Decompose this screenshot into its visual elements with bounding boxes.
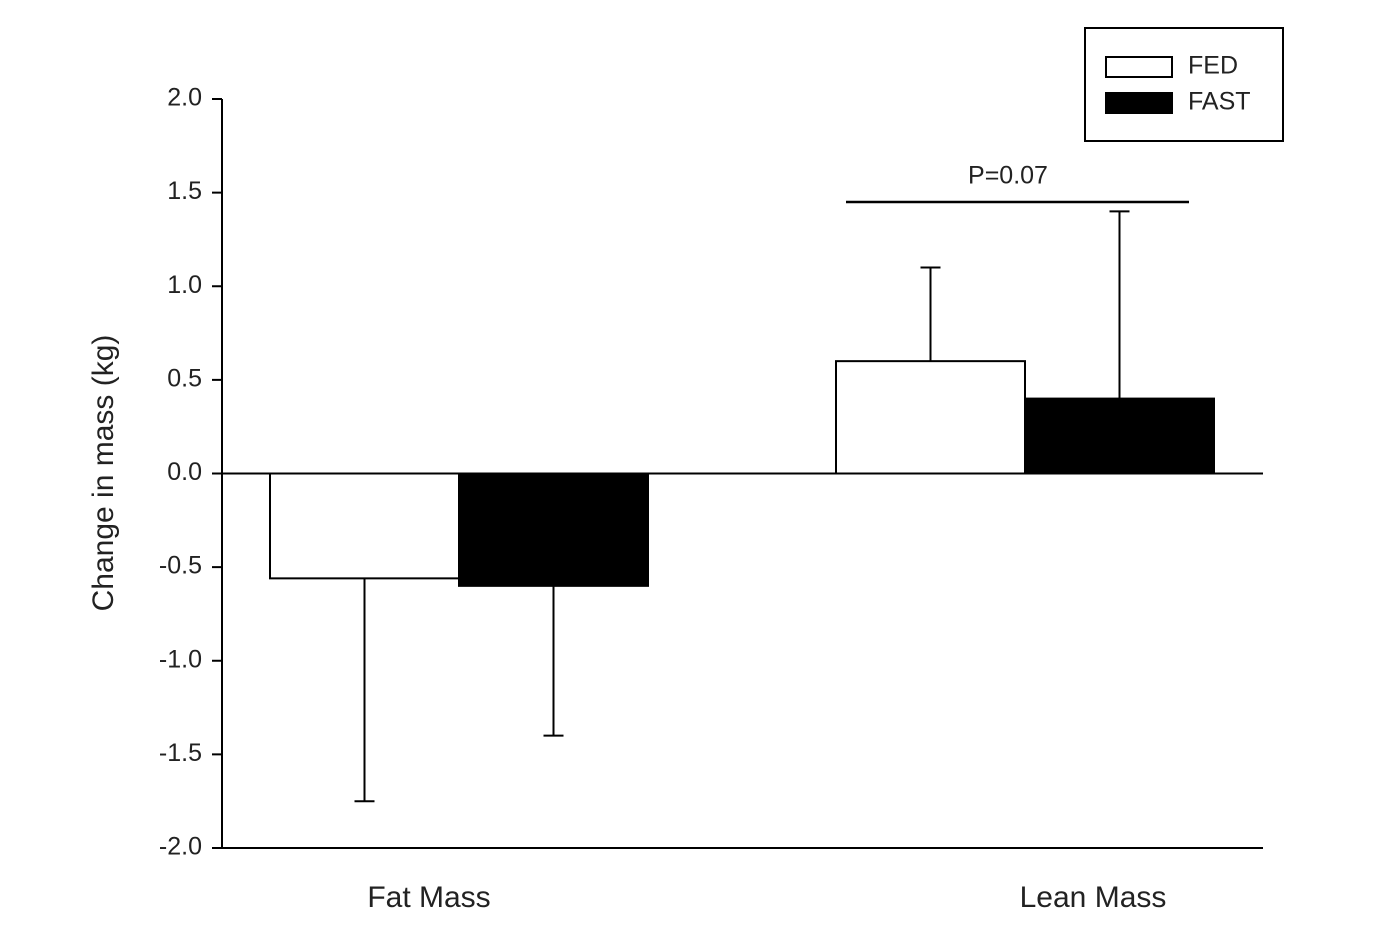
bar [458,472,649,587]
x-tick-label: Fat Mass [367,881,490,914]
bar [835,360,1026,475]
y-axis-label: Change in mass (kg) [87,335,120,612]
legend-label: FAST [1188,88,1251,116]
y-tick-label: -1.0 [159,645,202,673]
legend-label: FED [1188,52,1238,80]
y-tick-label: -1.5 [159,739,202,767]
legend-box [1084,27,1284,142]
y-tick-label: 2.0 [167,84,202,112]
bar [1024,397,1215,475]
x-tick-label: Lean Mass [1020,881,1167,914]
legend-swatch [1105,92,1173,114]
y-tick-label: -0.5 [159,552,202,580]
y-tick-label: -2.0 [159,833,202,861]
legend-swatch [1105,56,1173,78]
y-tick-label: 0.0 [167,458,202,486]
y-tick-label: 0.5 [167,364,202,392]
y-tick-label: 1.5 [167,177,202,205]
y-tick-label: 1.0 [167,271,202,299]
annotation: P=0.07 [968,162,1048,190]
bar [269,472,460,580]
